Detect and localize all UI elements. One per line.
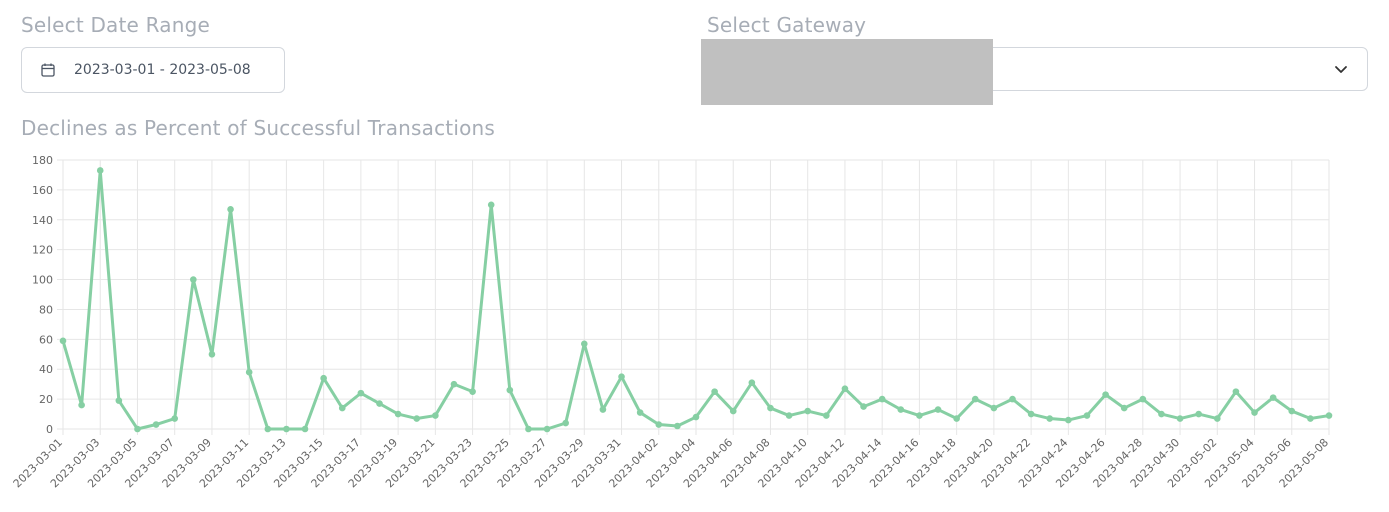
data-point[interactable] (916, 412, 923, 419)
data-point[interactable] (227, 206, 234, 213)
y-tick-label: 60 (39, 333, 53, 346)
data-point[interactable] (190, 276, 197, 283)
data-point[interactable] (767, 404, 774, 412)
data-point[interactable] (96, 167, 104, 174)
data-point[interactable] (1269, 394, 1277, 401)
data-point[interactable] (841, 385, 849, 392)
data-point[interactable] (338, 404, 346, 412)
data-point[interactable] (1288, 407, 1296, 415)
redacted-block (701, 39, 993, 105)
data-point[interactable] (823, 412, 830, 419)
data-point[interactable] (599, 406, 607, 413)
data-point[interactable] (580, 340, 588, 348)
data-point[interactable] (245, 368, 253, 376)
data-point[interactable] (469, 388, 476, 395)
data-point[interactable] (562, 419, 569, 427)
gateway-label: Select Gateway (707, 13, 867, 37)
chart-title: Declines as Percent of Successful Transa… (21, 116, 496, 140)
data-point[interactable] (1158, 410, 1165, 418)
y-tick-label: 160 (32, 184, 53, 197)
data-point[interactable] (953, 415, 960, 422)
data-point[interactable] (1009, 395, 1016, 403)
data-point[interactable] (506, 386, 514, 394)
data-point[interactable] (115, 397, 123, 404)
data-point[interactable] (264, 425, 272, 433)
data-point[interactable] (785, 412, 793, 419)
data-point[interactable] (674, 422, 681, 430)
data-point[interactable] (357, 389, 365, 397)
data-point[interactable] (1102, 391, 1109, 398)
data-point[interactable] (1232, 388, 1240, 395)
y-tick-label: 180 (32, 154, 53, 167)
date-range-picker[interactable]: 2023-03-01 - 2023-05-08 (21, 47, 285, 93)
data-point[interactable] (1195, 410, 1202, 418)
data-point[interactable] (711, 388, 718, 395)
data-point[interactable] (450, 380, 458, 388)
data-point[interactable] (655, 421, 663, 428)
chevron-down-icon[interactable] (1333, 61, 1349, 77)
y-tick-label: 20 (39, 393, 53, 406)
data-point[interactable] (59, 337, 67, 345)
data-point[interactable] (171, 415, 179, 422)
data-point[interactable] (1176, 415, 1184, 422)
y-tick-label: 80 (39, 303, 53, 316)
data-point[interactable] (748, 379, 756, 386)
calendar-icon (41, 63, 55, 77)
data-point[interactable] (413, 415, 421, 422)
data-point[interactable] (860, 403, 867, 410)
data-point[interactable] (487, 201, 495, 209)
data-point[interactable] (283, 425, 290, 433)
data-point[interactable] (543, 425, 551, 433)
date-range-value: 2023-03-01 - 2023-05-08 (74, 62, 251, 78)
data-point[interactable] (432, 412, 439, 419)
data-point[interactable] (301, 425, 309, 433)
data-point[interactable] (208, 350, 216, 358)
data-point[interactable] (1213, 415, 1221, 422)
data-point[interactable] (804, 407, 812, 415)
data-point[interactable] (152, 421, 160, 428)
data-point[interactable] (525, 425, 532, 433)
data-point[interactable] (618, 373, 625, 380)
data-point[interactable] (692, 413, 700, 421)
data-point[interactable] (320, 374, 327, 382)
data-point[interactable] (1139, 395, 1147, 403)
data-point[interactable] (134, 425, 141, 433)
data-point[interactable] (971, 395, 979, 403)
data-point[interactable] (376, 400, 383, 407)
data-point[interactable] (878, 395, 886, 403)
data-point[interactable] (1083, 412, 1091, 419)
data-point[interactable] (78, 401, 85, 409)
y-tick-label: 100 (32, 274, 53, 287)
data-point[interactable] (1120, 404, 1128, 412)
y-tick-label: 40 (39, 363, 53, 376)
data-point[interactable] (394, 410, 402, 418)
data-point[interactable] (1027, 410, 1035, 418)
data-point[interactable] (636, 409, 644, 416)
data-point[interactable] (1046, 415, 1054, 422)
data-point[interactable] (1065, 416, 1072, 424)
data-point[interactable] (934, 406, 942, 413)
y-tick-label: 0 (46, 423, 53, 436)
date-range-label: Select Date Range (21, 13, 211, 37)
y-tick-label: 140 (32, 214, 53, 227)
data-point[interactable] (1307, 415, 1314, 422)
data-point[interactable] (729, 407, 737, 415)
data-point[interactable] (1325, 412, 1333, 419)
data-point[interactable] (897, 406, 905, 413)
y-tick-label: 120 (32, 244, 53, 257)
data-point[interactable] (1251, 409, 1258, 416)
data-point[interactable] (990, 404, 998, 412)
